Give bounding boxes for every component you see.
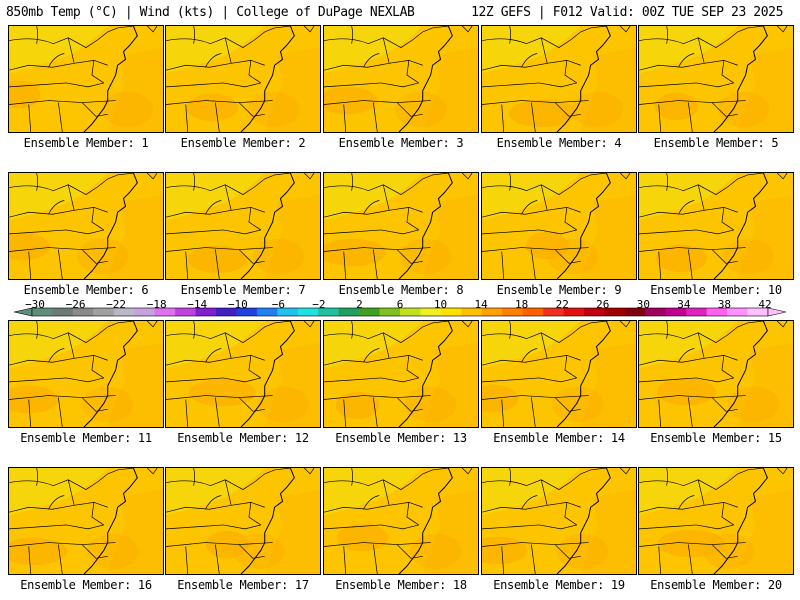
colorbar-swatch [256,308,278,316]
ensemble-member-label: Ensemble Member: 8 [338,283,464,297]
colorbar-swatch [338,308,360,316]
colorbar-tick-label: −2 [312,298,326,311]
colorbar-tick-label: −26 [65,298,86,311]
colorbar-swatch [195,308,217,316]
colorbar-swatch [665,308,687,316]
ensemble-member-label: Ensemble Member: 18 [335,578,467,592]
map-title: 850mb Temp (°C) | Wind (kts) | College o… [6,5,415,20]
colorbar-swatch [93,308,115,316]
colorbar-tick-label: 42 [758,298,772,311]
ensemble-map-panel [638,172,794,280]
ensemble-member-label: Ensemble Member: 17 [177,578,309,592]
colorbar-swatch [113,308,135,316]
ensemble-map-panel [165,320,321,428]
colorbar-tick-label: −30 [25,298,45,311]
ensemble-map-panel [481,467,637,575]
colorbar-tick-label: 14 [474,298,488,311]
ensemble-map-panel [8,320,164,428]
ensemble-member-label: Ensemble Member: 10 [650,283,782,297]
ensemble-map-panel [481,172,637,280]
colorbar-tick-label: 10 [433,298,448,311]
ensemble-map-panel [165,467,321,575]
colorbar-tick-label: 6 [396,298,404,311]
ensemble-member-label: Ensemble Member: 5 [653,136,779,150]
colorbar-swatch [277,308,299,316]
ensemble-map-panel [8,467,164,575]
colorbar-swatch [584,308,605,316]
ensemble-member-label: Ensemble Member: 19 [493,578,625,592]
colorbar-swatch [604,308,626,316]
ensemble-map-panel [165,25,321,133]
ensemble-member-label: Ensemble Member: 14 [493,431,625,445]
ensemble-map-panel [8,25,164,133]
ensemble-member-label: Ensemble Member: 4 [496,136,622,150]
ensemble-member-label: Ensemble Member: 12 [177,431,309,445]
colorbar-tick-label: −14 [187,298,208,311]
colorbar-swatch [481,308,503,316]
ensemble-map-panel [638,25,794,133]
colorbar-tick-label: 18 [515,298,529,311]
run-valid-time: 12Z GEFS | F012 Valid: 00Z TUE SEP 23 20… [471,5,783,20]
colorbar-swatch [400,308,421,316]
colorbar-swatch [359,308,380,316]
colorbar-tick-label: 30 [636,298,650,311]
colorbar-swatch [52,308,74,316]
ensemble-member-label: Ensemble Member: 13 [335,431,467,445]
colorbar-right-arrow [767,307,787,317]
ensemble-map-panel [481,25,637,133]
colorbar-tick-label: −18 [146,298,167,311]
colorbar-swatch [563,308,585,316]
temperature-colorbar [13,307,787,317]
ensemble-member-label: Ensemble Member: 7 [180,283,306,297]
colorbar-tick-label: 22 [555,298,569,311]
colorbar-tick-label: −6 [271,298,285,311]
ensemble-member-label: Ensemble Member: 9 [496,283,622,297]
colorbar-tick-label: 26 [596,298,610,311]
ensemble-member-label: Ensemble Member: 20 [650,578,782,592]
ensemble-member-label: Ensemble Member: 2 [180,136,306,150]
ensemble-map-panel [323,25,479,133]
colorbar-swatch [440,308,462,316]
colorbar-swatch [522,308,544,316]
ensemble-map-panel [323,172,479,280]
ensemble-member-label: Ensemble Member: 16 [20,578,152,592]
ensemble-map-panel [165,172,321,280]
colorbar-swatch [461,308,483,316]
colorbar-tick-label: 2 [356,298,363,311]
colorbar-tick-label: −22 [106,298,127,311]
ensemble-map-panel [8,172,164,280]
colorbar-tick-label: 38 [717,298,732,311]
colorbar-tick-label: 34 [677,298,691,311]
ensemble-map-panel [323,467,479,575]
colorbar-swatch [727,308,748,316]
colorbar-swatch [134,308,155,316]
colorbar-swatch [154,308,176,316]
ensemble-map-panel [638,467,794,575]
colorbar-swatch [645,308,667,316]
colorbar-swatch [175,308,196,316]
colorbar-swatch [297,308,319,316]
ensemble-map-panel [638,320,794,428]
ensemble-map-panel [481,320,637,428]
colorbar-tick-label: −10 [227,298,248,311]
ensemble-member-label: Ensemble Member: 6 [23,283,149,297]
colorbar-swatch [32,308,53,316]
ensemble-member-label: Ensemble Member: 11 [20,431,152,445]
colorbar-swatch [379,308,401,316]
ensemble-member-label: Ensemble Member: 1 [23,136,149,150]
colorbar-swatch [686,308,707,316]
colorbar-swatch [236,308,258,316]
colorbar-swatch [706,308,728,316]
colorbar-swatch [502,308,523,316]
colorbar-swatch [216,308,237,316]
colorbar-swatch [747,308,769,316]
colorbar-swatch [420,308,442,316]
colorbar-swatch [72,308,94,316]
ensemble-map-panel [323,320,479,428]
colorbar-swatch [318,308,339,316]
ensemble-member-label: Ensemble Member: 3 [338,136,464,150]
colorbar-swatch [624,308,646,316]
ensemble-member-label: Ensemble Member: 15 [650,431,782,445]
colorbar-swatch [543,308,564,316]
